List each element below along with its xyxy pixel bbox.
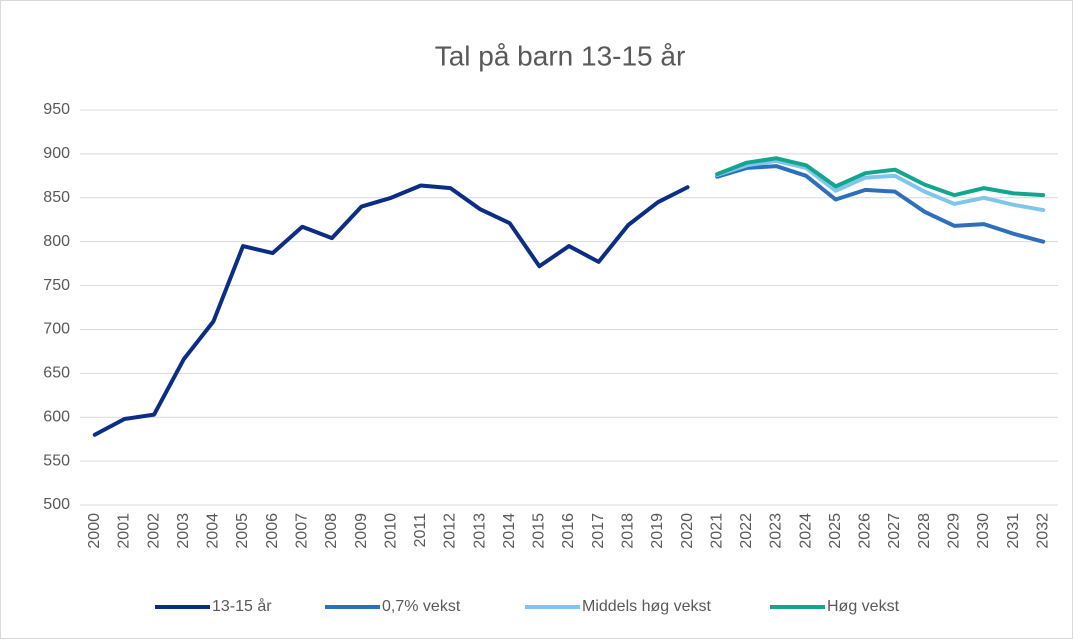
- series-line: [715, 164, 1046, 244]
- series-line: [92, 183, 690, 437]
- legend-label: Middels høg vekst: [582, 598, 711, 615]
- x-tick-label: 2004: [205, 513, 222, 549]
- x-tick-label: 2007: [293, 513, 310, 549]
- x-tick-label: 2008: [323, 513, 340, 549]
- x-tick-label: 2025: [827, 513, 844, 549]
- x-tick-label: 2023: [768, 513, 785, 549]
- x-tick-label: 2016: [560, 513, 577, 549]
- x-tick-label: 2002: [145, 513, 162, 549]
- x-tick-label: 2020: [679, 513, 696, 549]
- x-tick-label: 2005: [234, 513, 251, 549]
- legend-label: Høg vekst: [827, 598, 900, 615]
- x-tick-label: 2029: [945, 513, 962, 549]
- x-tick-label: 2012: [442, 513, 459, 549]
- y-tick-label: 550: [43, 452, 70, 469]
- x-tick-label: 2011: [412, 513, 429, 548]
- y-tick-label: 900: [43, 145, 70, 162]
- x-tick-label: 2013: [471, 513, 488, 549]
- x-tick-label: 2032: [1034, 513, 1051, 549]
- x-tick-label: 2000: [86, 513, 103, 549]
- x-tick-label: 2028: [916, 513, 933, 549]
- x-tick-label: 2018: [619, 513, 636, 549]
- y-tick-label: 850: [43, 189, 70, 206]
- x-tick-label: 2024: [797, 513, 814, 549]
- series-line: [715, 156, 1046, 198]
- y-tick-label: 600: [43, 408, 70, 425]
- x-tick-label: 2009: [353, 513, 370, 549]
- x-tick-label: 2015: [531, 513, 548, 549]
- series-line: [715, 158, 1046, 213]
- chart-title: Tal på barn 13-15 år: [435, 40, 686, 71]
- x-tick-label: 2014: [501, 513, 518, 549]
- legend-label: 13-15 år: [212, 597, 272, 615]
- x-tick-label: 2030: [975, 513, 992, 549]
- x-tick-label: 2010: [382, 513, 399, 549]
- x-tick-label: 2006: [264, 513, 281, 549]
- legend-label: 0,7% vekst: [382, 598, 461, 615]
- x-tick-label: 2026: [857, 513, 874, 549]
- y-tick-label: 800: [43, 233, 70, 250]
- x-tick-label: 2031: [1005, 513, 1022, 549]
- y-tick-label: 650: [43, 365, 70, 382]
- x-tick-label: 2027: [886, 513, 903, 549]
- x-tick-label: 2003: [175, 513, 192, 549]
- x-tick-label: 2017: [590, 513, 607, 549]
- y-tick-label: 500: [43, 496, 70, 513]
- x-tick-label: 2001: [116, 513, 133, 549]
- y-tick-label: 750: [43, 277, 70, 294]
- x-tick-label: 2022: [738, 513, 755, 549]
- y-tick-label: 950: [43, 101, 70, 118]
- y-tick-label: 700: [43, 321, 70, 338]
- x-tick-label: 2021: [708, 513, 725, 549]
- x-tick-label: 2019: [649, 513, 666, 549]
